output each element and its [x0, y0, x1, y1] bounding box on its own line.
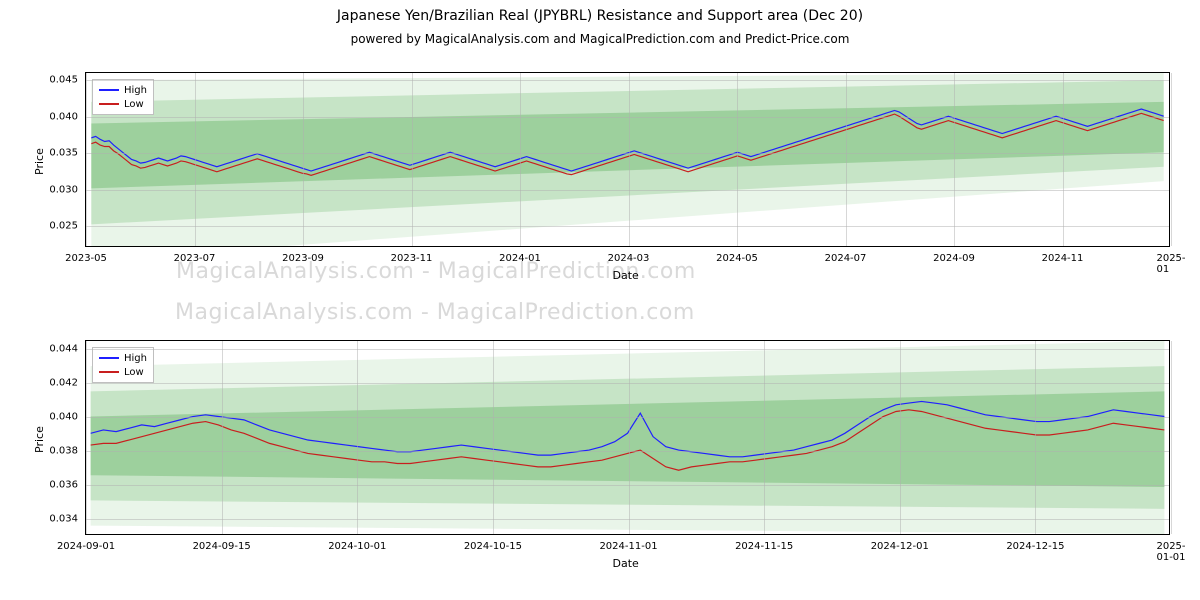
legend-label-low: Low [124, 99, 144, 110]
legend-top: High Low [92, 79, 154, 115]
main-title: Japanese Yen/Brazilian Real (JPYBRL) Res… [0, 8, 1200, 24]
gridline [86, 226, 1169, 227]
gridline [1035, 341, 1036, 534]
gridline [493, 341, 494, 534]
gridline [86, 417, 1169, 418]
x-tick-label: 2024-10-01 [328, 541, 386, 552]
figure: Japanese Yen/Brazilian Real (JPYBRL) Res… [0, 0, 1200, 600]
gridline [900, 341, 901, 534]
gridline [629, 341, 630, 534]
gridline [86, 190, 1169, 191]
y-tick-label: 0.042 [38, 378, 78, 389]
gridline [1063, 73, 1064, 246]
gridline [303, 73, 304, 246]
gridline [86, 80, 1169, 81]
chart-top-xlabel: Date [613, 269, 639, 282]
chart-top: MagicalAnalysis.com - MagicalPrediction.… [85, 72, 1170, 247]
x-tick-label: 2025-01-01 [1156, 541, 1185, 563]
gridline [1171, 341, 1172, 534]
legend-label-low: Low [124, 367, 144, 378]
y-tick-label: 0.025 [38, 221, 78, 232]
gridline [764, 341, 765, 534]
x-tick-label: 2024-11-01 [599, 541, 657, 552]
x-tick-label: 2024-01 [499, 253, 541, 264]
gridline [520, 73, 521, 246]
legend-item-high: High [99, 83, 147, 97]
gridline [86, 153, 1169, 154]
sub-title: powered by MagicalAnalysis.com and Magic… [0, 32, 1200, 46]
x-tick-label: 2024-12-15 [1006, 541, 1064, 552]
legend-label-high: High [124, 85, 147, 96]
x-tick-label: 2024-09 [933, 253, 975, 264]
gridline [846, 73, 847, 246]
y-tick-label: 0.044 [38, 344, 78, 355]
x-tick-label: 2025-01 [1156, 253, 1185, 275]
x-tick-label: 2024-07 [825, 253, 867, 264]
gridline [412, 73, 413, 246]
y-tick-label: 0.040 [38, 111, 78, 122]
chart-bottom-plot [86, 341, 1169, 534]
x-tick-label: 2023-09 [282, 253, 324, 264]
gridline [86, 73, 87, 246]
gridline [86, 341, 87, 534]
gridline [86, 383, 1169, 384]
chart-top-ylabel: Price [33, 148, 46, 175]
gridline [86, 117, 1169, 118]
x-tick-label: 2024-09-15 [193, 541, 251, 552]
x-tick-label: 2024-11 [1042, 253, 1084, 264]
y-tick-label: 0.034 [38, 514, 78, 525]
legend-item-low: Low [99, 365, 147, 379]
legend-item-low: Low [99, 97, 147, 111]
gridline [222, 341, 223, 534]
legend-bottom: High Low [92, 347, 154, 383]
legend-swatch-high [99, 89, 119, 91]
gridline [1171, 73, 1172, 246]
x-tick-label: 2024-05 [716, 253, 758, 264]
legend-swatch-low [99, 371, 119, 373]
chart-bottom-ylabel: Price [33, 426, 46, 453]
x-tick-label: 2023-11 [391, 253, 433, 264]
gridline [629, 73, 630, 246]
watermark-bottom: MagicalAnalysis.com - MagicalPrediction.… [175, 300, 695, 325]
y-tick-label: 0.045 [38, 75, 78, 86]
gridline [86, 485, 1169, 486]
legend-swatch-low [99, 103, 119, 105]
gridline [954, 73, 955, 246]
chart-bottom-xlabel: Date [613, 557, 639, 570]
y-tick-label: 0.030 [38, 184, 78, 195]
legend-label-high: High [124, 353, 147, 364]
x-tick-label: 2024-03 [608, 253, 650, 264]
x-tick-label: 2024-09-01 [57, 541, 115, 552]
x-tick-label: 2024-11-15 [735, 541, 793, 552]
x-tick-label: 2024-12-01 [871, 541, 929, 552]
gridline [86, 451, 1169, 452]
legend-item-high: High [99, 351, 147, 365]
x-tick-label: 2023-07 [174, 253, 216, 264]
gridline [86, 519, 1169, 520]
gridline [195, 73, 196, 246]
y-tick-label: 0.040 [38, 412, 78, 423]
gridline [737, 73, 738, 246]
gridline [86, 349, 1169, 350]
x-tick-label: 2024-10-15 [464, 541, 522, 552]
x-tick-label: 2023-05 [65, 253, 107, 264]
gridline [357, 341, 358, 534]
chart-top-plot [86, 73, 1169, 246]
chart-bottom: High Low 2024-09-012024-09-152024-10-012… [85, 340, 1170, 535]
y-tick-label: 0.036 [38, 480, 78, 491]
legend-swatch-high [99, 357, 119, 359]
